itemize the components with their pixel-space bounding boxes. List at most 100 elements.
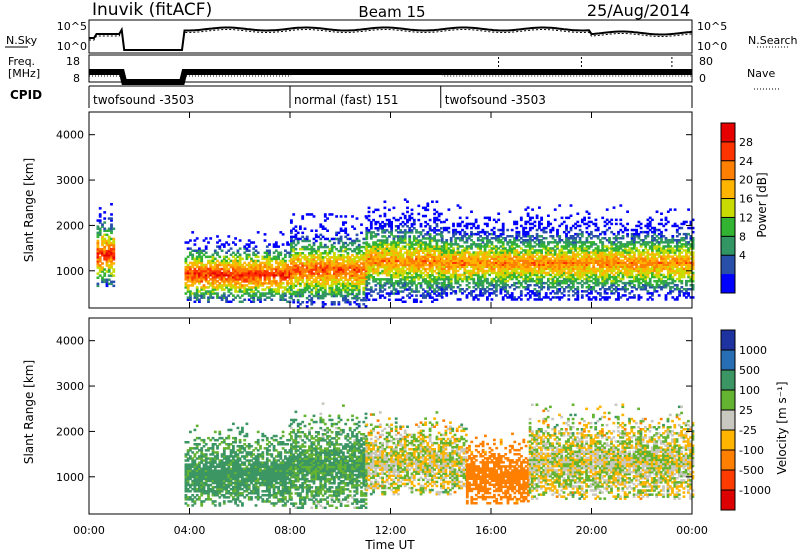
echo-cell xyxy=(458,267,462,271)
echo-cell xyxy=(504,257,507,260)
echo-cell xyxy=(603,298,607,301)
echo-cell xyxy=(585,237,589,240)
echo-cell xyxy=(452,286,455,289)
echo-cell xyxy=(245,267,249,271)
echo-cell xyxy=(290,270,293,273)
echo-cell xyxy=(362,264,366,267)
echo-cell xyxy=(222,282,226,285)
echo-cell xyxy=(259,284,262,287)
echo-cell xyxy=(270,269,274,273)
echo-cell xyxy=(397,241,400,244)
echo-cell xyxy=(299,252,302,255)
echo-cell xyxy=(556,257,559,260)
echo-cell xyxy=(633,245,636,248)
noise-tick-bottom-right: 10^0 xyxy=(697,40,727,53)
echo-cell xyxy=(390,227,393,230)
echo-cell xyxy=(540,222,543,226)
echo-cell xyxy=(458,298,462,301)
echo-cell xyxy=(610,269,614,273)
echo-cell xyxy=(454,279,458,283)
echo-cell xyxy=(317,258,320,261)
echo-cell xyxy=(556,247,559,250)
echo-cell xyxy=(610,271,614,275)
echo-cell xyxy=(526,263,530,266)
echo-cell xyxy=(355,254,359,257)
echo-cell xyxy=(303,237,307,241)
echo-cell xyxy=(403,198,407,201)
echo-cell xyxy=(574,243,577,246)
echo-cell xyxy=(558,259,562,262)
echo-cell xyxy=(265,261,269,265)
echo-cell xyxy=(339,268,343,271)
echo-cell xyxy=(209,274,213,277)
echo-cell xyxy=(288,265,292,269)
echo-cell xyxy=(495,290,498,293)
echo-cell xyxy=(596,249,600,252)
echo-cell xyxy=(372,247,375,250)
echo-cell xyxy=(463,247,467,250)
echo-cell xyxy=(412,243,416,246)
echo-cell xyxy=(321,235,325,239)
echo-cell xyxy=(308,284,311,288)
echo-cell xyxy=(202,265,206,269)
echo-cell xyxy=(415,239,418,242)
echo-cell xyxy=(510,257,514,260)
echo-cell xyxy=(308,274,311,277)
echo-cell xyxy=(490,241,494,244)
echo-cell xyxy=(463,257,467,260)
echo-cell xyxy=(431,274,434,277)
echo-cell xyxy=(301,266,305,269)
echo-cell xyxy=(346,282,350,286)
echo-cell xyxy=(449,281,453,285)
echo-cell xyxy=(372,235,375,238)
echo-cell xyxy=(394,288,398,291)
echo-cell xyxy=(528,275,532,279)
echo-cell xyxy=(486,290,489,293)
echo-cell xyxy=(553,241,557,244)
echo-cell xyxy=(549,251,553,254)
echo-cell xyxy=(335,270,338,273)
echo-cell xyxy=(236,290,240,293)
echo-cell xyxy=(603,296,607,299)
echo-cell xyxy=(578,261,582,264)
echo-cell xyxy=(558,265,562,269)
echo-cell xyxy=(406,220,409,224)
echo-cell xyxy=(540,235,543,238)
echo-cell xyxy=(403,280,407,283)
echo-cell xyxy=(435,216,439,220)
echo-cell xyxy=(569,235,573,238)
echo-cell xyxy=(533,241,537,244)
echo-cell xyxy=(428,239,432,242)
echo-cell xyxy=(540,298,543,301)
echo-cell xyxy=(365,263,369,267)
echo-cell xyxy=(317,282,320,286)
echo-cell xyxy=(288,255,292,259)
echo-cell xyxy=(515,257,519,260)
echo-cell xyxy=(299,282,302,286)
echo-cell xyxy=(515,226,519,230)
echo-cell xyxy=(261,294,265,297)
echo-cell xyxy=(463,290,467,293)
echo-cell xyxy=(562,220,566,224)
echo-cell xyxy=(538,261,541,264)
echo-cell xyxy=(376,233,380,236)
echo-cell xyxy=(580,251,584,254)
echo-cell xyxy=(542,269,546,273)
echo-cell xyxy=(596,275,600,279)
echo-cell xyxy=(305,247,309,251)
echo-cell xyxy=(535,265,539,269)
echo-cell xyxy=(458,253,462,256)
echo-cell xyxy=(279,259,283,263)
echo-cell xyxy=(335,268,338,271)
echo-cell xyxy=(506,269,510,273)
echo-cell xyxy=(337,280,341,284)
echo-cell xyxy=(458,288,462,291)
echo-cell xyxy=(504,247,507,250)
echo-cell xyxy=(200,265,204,269)
echo-cell xyxy=(458,245,462,248)
echo-cell xyxy=(397,257,400,261)
echo-cell xyxy=(348,264,352,267)
echo-cell xyxy=(281,298,285,301)
echo-cell xyxy=(633,267,636,271)
echo-cell xyxy=(465,279,469,283)
